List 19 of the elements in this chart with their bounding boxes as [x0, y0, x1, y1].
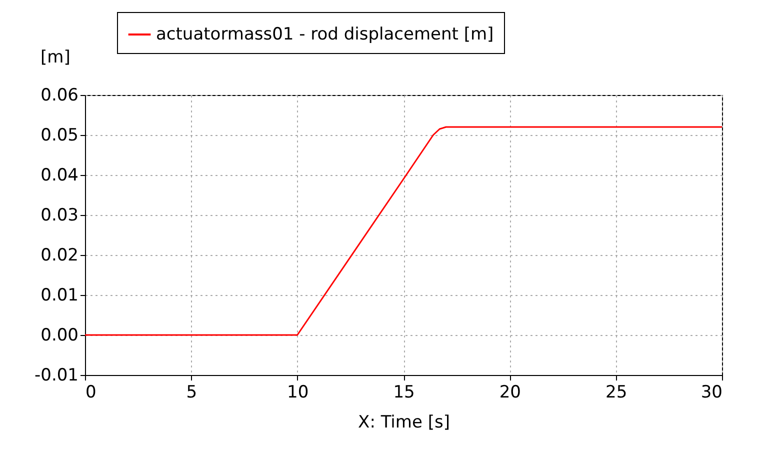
- y-tick-label: 0.05: [40, 126, 78, 146]
- y-tick-label: 0.04: [40, 166, 78, 186]
- y-tick-label: 0.03: [40, 206, 78, 226]
- y-tick-label: 0.02: [40, 246, 78, 266]
- y-axis-title: [m]: [40, 48, 70, 68]
- y-tick-label: 0.06: [40, 86, 78, 106]
- y-tick-label: -0.01: [34, 366, 78, 386]
- line-series: [85, 126, 722, 336]
- x-tick-label: 0: [86, 382, 96, 402]
- x-tick-label: 25: [606, 382, 628, 402]
- x-axis-title: X: Time [s]: [358, 412, 450, 432]
- x-tick-label: 15: [393, 382, 415, 402]
- x-tick-label: 30: [700, 382, 722, 402]
- x-tick-label: 10: [287, 382, 309, 402]
- y-tick-label: 0.01: [40, 286, 78, 306]
- y-tick-label: 0.00: [40, 326, 78, 346]
- x-tick-label: 20: [499, 382, 521, 402]
- legend-label: actuatormass01 - rod displacement [m]: [156, 24, 494, 44]
- x-tick-label: 5: [186, 382, 198, 402]
